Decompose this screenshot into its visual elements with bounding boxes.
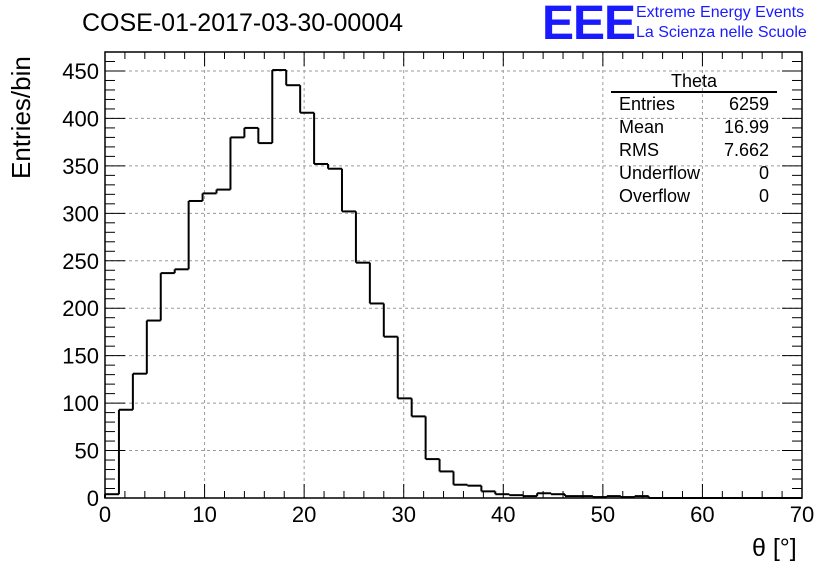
stats-row-rms: RMS 7.662 xyxy=(611,139,777,162)
x-tick-label: 20 xyxy=(292,502,316,527)
stats-value: 16.99 xyxy=(723,117,769,137)
stats-key: RMS xyxy=(619,140,659,160)
y-tick-label: 150 xyxy=(62,344,99,369)
stats-key: Mean xyxy=(619,117,665,137)
histogram-bins xyxy=(104,69,802,499)
stats-row-overflow: Overflow 0 xyxy=(611,185,777,208)
y-tick-label: 350 xyxy=(62,154,99,179)
y-axis-label: Entries/bin xyxy=(6,56,36,179)
stats-row-mean: Mean 16.99 xyxy=(611,116,777,139)
y-tick-label: 250 xyxy=(62,249,99,274)
stats-key: Overflow xyxy=(619,186,691,206)
stats-value: 0 xyxy=(758,186,769,206)
y-tick-label: 200 xyxy=(62,296,99,321)
eee-logo: EEE xyxy=(542,0,636,50)
x-tick-label: 60 xyxy=(690,502,714,527)
x-tick-label: 10 xyxy=(192,502,216,527)
x-tick-label: 30 xyxy=(391,502,415,527)
x-tick-label: 0 xyxy=(99,502,111,527)
x-tick-label: 70 xyxy=(790,502,814,527)
y-tick-label: 450 xyxy=(62,59,99,84)
y-tick-label: 0 xyxy=(87,486,99,511)
stats-key: Underflow xyxy=(619,163,701,183)
axis-ticks xyxy=(104,51,803,499)
stats-row-underflow: Underflow 0 xyxy=(611,162,777,185)
stats-value: 7.662 xyxy=(723,140,769,160)
grid-lines xyxy=(105,52,802,498)
x-tick-label: 40 xyxy=(491,502,515,527)
x-axis-label: θ [°] xyxy=(752,534,797,562)
y-tick-label: 300 xyxy=(62,201,99,226)
chart-title: COSE-01-2017-03-30-00004 xyxy=(82,9,404,37)
stats-key: Entries xyxy=(619,94,676,114)
plot-area-border xyxy=(104,51,803,499)
tick-labels: 0 10 20 30 40 50 60 70 0 50 100 150 200 250 300 350 400 4… xyxy=(62,59,814,527)
y-tick-label: 400 xyxy=(62,106,99,131)
logo-line-2: La Scienza nelle Scuole xyxy=(636,24,807,41)
stats-row-entries: Entries 6259 xyxy=(611,93,777,116)
stats-value: 0 xyxy=(758,163,769,183)
plot-frame xyxy=(104,51,803,499)
y-tick-label: 50 xyxy=(75,439,99,464)
stats-box: Theta Entries 6259 Mean 16.99 RMS 7.662 … xyxy=(611,71,777,208)
stats-value: 6259 xyxy=(728,94,769,114)
x-tick-label: 50 xyxy=(591,502,615,527)
stats-title: Theta xyxy=(611,71,777,93)
logo-line-1: Extreme Energy Events xyxy=(636,4,805,21)
y-tick-label: 100 xyxy=(62,391,99,416)
